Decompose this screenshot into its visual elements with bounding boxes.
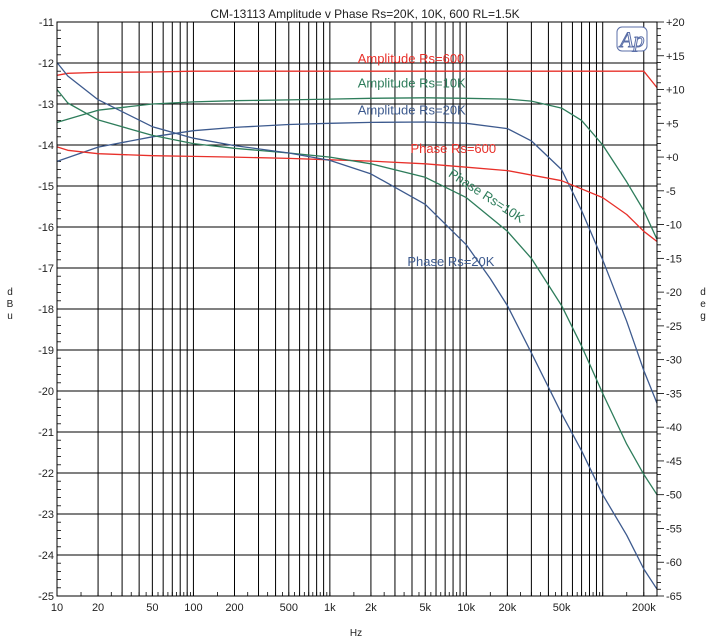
series-label: Amplitude Rs=600 [358,51,465,66]
y-left-tick-label: -16 [38,222,54,234]
y-right-tick-label: -65 [666,591,682,603]
series-line-phase-rs-20k [56,62,658,590]
series-label: Amplitude Rs=10K [358,76,466,91]
y-right-tick-label: -25 [666,321,682,333]
series-line-amplitude-rs-600 [56,70,658,89]
series-label: Phase Rs=20K [407,254,494,269]
y-right-tick-label: -50 [666,490,682,502]
x-tick-label: 500 [280,602,298,614]
x-tick-label: 10 [51,602,63,614]
chart-title: CM-13113 Amplitude v Phase Rs=20K, 10K, … [210,7,519,21]
y-left-tick-label: -23 [38,509,54,521]
y-right-tick-label: -20 [666,287,682,299]
y-left-tick-label: -17 [38,263,54,275]
series-line-amplitude-rs-20k [56,121,658,404]
x-tick-label: 50 [146,602,158,614]
x-tick-label: 200 [225,602,243,614]
y-right-tick-label: +10 [666,85,685,97]
y-left-tick-label: -22 [38,468,54,480]
series-line-phase-rs-10k [56,89,658,496]
y-right-tick-label: -10 [666,220,682,232]
y-right-tick-label: +20 [666,17,685,29]
y-left-tick-label: -15 [38,181,54,193]
y-right-tick-labels: +20 +15 +10 +5 +0 -5 -10 -15 -20 -25 -30 -35 -40 -45 -… [666,17,685,603]
x-tick-label: 2k [365,602,377,614]
y-right-tick-label: -45 [666,456,682,468]
y-right-tick-label: +15 [666,51,685,63]
y-left-tick-label: -21 [38,427,54,439]
series-line-phase-rs-600 [56,146,658,243]
y-left-tick-label: -25 [38,591,54,603]
x-tick-label: 50k [553,602,571,614]
ap-logo-text: Ap [618,27,644,52]
y-right-tick-label: +5 [666,118,679,130]
y-left-tick-label: -12 [38,58,54,70]
y-right-tick-label: +0 [666,152,679,164]
y-right-tick-label: -15 [666,253,682,265]
annotation-layer: Amplitude Rs=600 Amplitude Rs=10K Amplitud… [358,51,528,269]
x-tick-label: 20 [92,602,104,614]
y-right-tick-label: -40 [666,422,682,434]
series-label: Amplitude Rs=20K [358,102,466,117]
y-left-tick-label: -18 [38,304,54,316]
y-left-tick-label: -13 [38,99,54,111]
x-tick-label: 100 [184,602,202,614]
series-layer [56,62,658,590]
x-tick-label: 20k [498,602,516,614]
series-label: Phase Rs=10K [446,166,527,226]
y-left-tick-label: -14 [38,140,54,152]
y-right-tick-label: -30 [666,355,682,367]
x-tick-label: 10k [457,602,475,614]
x-tick-labels: 10 20 50 100 200 500 1k 2k 5k 10k 20k 50k 200k [51,602,656,614]
x-axis-label: Hz [350,628,362,639]
plot-frame [56,21,658,597]
y-left-tick-label: -19 [38,345,54,357]
ap-logo: Ap [616,26,648,53]
x-tick-label: 1k [324,602,336,614]
y-left-tick-labels: -11 -12 -13 -14 -15 -16 -17 -18 -19 -20 -21 -22 -23 -… [38,17,54,603]
y-left-tick-label: -20 [38,386,54,398]
series-line-amplitude-rs-10k [56,97,658,240]
x-tick-label: 200k [632,602,656,614]
y-left-tick-label: -11 [39,17,54,29]
y-right-tick-label: -55 [666,523,682,535]
y-right-tick-label: -60 [666,557,682,569]
series-label: Phase Rs=600 [410,141,496,156]
x-tick-label: 5k [419,602,431,614]
y-right-tick-label: -35 [666,388,682,400]
y-left-tick-label: -24 [38,550,54,562]
y-right-tick-label: -5 [666,186,676,198]
